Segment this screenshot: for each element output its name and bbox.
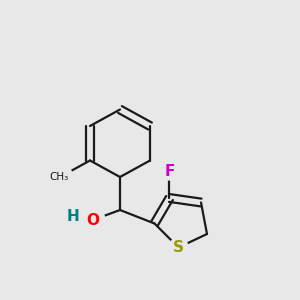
Circle shape xyxy=(169,238,188,257)
Text: S: S xyxy=(173,240,184,255)
Text: CH₃: CH₃ xyxy=(49,172,68,182)
Text: F: F xyxy=(164,164,175,178)
Circle shape xyxy=(160,162,178,180)
Text: O: O xyxy=(86,213,100,228)
Circle shape xyxy=(47,164,73,190)
Text: H: H xyxy=(67,209,79,224)
Circle shape xyxy=(78,207,105,234)
